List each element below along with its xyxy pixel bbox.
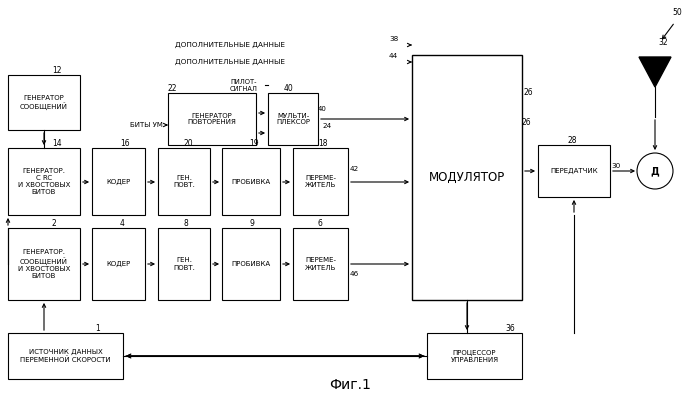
Text: ГЕНЕРАТОР.
С RC
И ХВОСТОВЫХ
БИТОВ: ГЕНЕРАТОР. С RC И ХВОСТОВЫХ БИТОВ <box>17 168 70 195</box>
Text: ГЕНЕРАТОР.
СООБЩЕНИЙ
И ХВОСТОВЫХ
БИТОВ: ГЕНЕРАТОР. СООБЩЕНИЙ И ХВОСТОВЫХ БИТОВ <box>17 249 70 279</box>
Bar <box>222 148 280 215</box>
Text: 16: 16 <box>120 139 129 148</box>
Text: 40: 40 <box>318 106 327 112</box>
Text: 32: 32 <box>658 38 668 47</box>
Text: Фиг.1: Фиг.1 <box>329 378 371 392</box>
Text: ИСТОЧНИК ДАННЫХ
ПЕРЕМЕННОЙ СКОРОСТИ: ИСТОЧНИК ДАННЫХ ПЕРЕМЕННОЙ СКОРОСТИ <box>20 349 111 363</box>
Text: 4: 4 <box>120 219 125 228</box>
Text: 30: 30 <box>611 163 620 169</box>
Text: 9: 9 <box>249 219 254 228</box>
Text: ПИЛОТ-
СИГНАЛ: ПИЛОТ- СИГНАЛ <box>230 79 258 92</box>
Text: ПРОБИВКА: ПРОБИВКА <box>231 179 271 185</box>
Bar <box>538 145 610 197</box>
Text: 6: 6 <box>318 219 323 228</box>
Text: ПЕРЕМЕ-
ЖИТЕЛЬ: ПЕРЕМЕ- ЖИТЕЛЬ <box>305 258 336 270</box>
Text: БИТЫ УМ: БИТЫ УМ <box>130 122 163 128</box>
Text: 12: 12 <box>52 66 62 75</box>
Text: МУЛЬТИ-
ПЛЕКСОР: МУЛЬТИ- ПЛЕКСОР <box>276 112 310 125</box>
Text: КОДЕР: КОДЕР <box>106 178 131 185</box>
Text: 46: 46 <box>350 271 359 277</box>
Text: ДОПОЛНИТЕЛЬНЫЕ ДАННЫЕ: ДОПОЛНИТЕЛЬНЫЕ ДАННЫЕ <box>175 59 285 65</box>
Text: ПРОБИВКА: ПРОБИВКА <box>231 261 271 267</box>
Text: Д: Д <box>651 166 659 176</box>
Bar <box>8 75 80 130</box>
Text: 20: 20 <box>183 139 193 148</box>
Text: 19: 19 <box>249 139 259 148</box>
Circle shape <box>637 153 673 189</box>
Text: 36: 36 <box>505 324 514 333</box>
Text: 2: 2 <box>52 219 57 228</box>
Bar <box>8 148 80 215</box>
Text: 38: 38 <box>389 36 398 42</box>
Bar <box>427 333 522 379</box>
Text: 26: 26 <box>522 118 532 127</box>
Text: 40: 40 <box>284 84 294 93</box>
Text: 26: 26 <box>523 88 533 97</box>
Bar <box>293 148 348 215</box>
Text: ПРОЦЕССОР
УПРАВЛЕНИЯ: ПРОЦЕССОР УПРАВЛЕНИЯ <box>450 349 498 362</box>
Bar <box>8 333 123 379</box>
Text: ДОПОЛНИТЕЛЬНЫЕ ДАННЫЕ: ДОПОЛНИТЕЛЬНЫЕ ДАННЫЕ <box>175 42 285 48</box>
Bar <box>158 148 210 215</box>
Text: 28: 28 <box>568 136 577 145</box>
Bar <box>8 228 80 300</box>
Text: 50: 50 <box>672 8 682 17</box>
Bar <box>92 148 145 215</box>
Text: КОДЕР: КОДЕР <box>106 261 131 267</box>
Text: 22: 22 <box>168 84 178 93</box>
Polygon shape <box>639 57 671 87</box>
Bar <box>293 228 348 300</box>
Bar <box>92 228 145 300</box>
Bar <box>222 228 280 300</box>
Text: МОДУЛЯТОР: МОДУЛЯТОР <box>429 171 505 184</box>
Text: ГЕНЕРАТОР
СООБЩЕНИЙ: ГЕНЕРАТОР СООБЩЕНИЙ <box>20 95 68 110</box>
Text: 1: 1 <box>95 324 100 333</box>
Bar <box>168 93 256 145</box>
Text: ПЕРЕМЕ-
ЖИТЕЛЬ: ПЕРЕМЕ- ЖИТЕЛЬ <box>305 175 336 188</box>
Text: ПЕРЕДАТЧИК: ПЕРЕДАТЧИК <box>550 168 598 174</box>
Text: 8: 8 <box>183 219 188 228</box>
Bar <box>158 228 210 300</box>
Text: ГЕН.
ПОВТ.: ГЕН. ПОВТ. <box>173 258 195 270</box>
Bar <box>268 93 318 145</box>
Text: ГЕН.
ПОВТ.: ГЕН. ПОВТ. <box>173 175 195 188</box>
Text: ГЕНЕРАТОР
ПОВТОРЕНИЯ: ГЕНЕРАТОР ПОВТОРЕНИЯ <box>187 112 236 125</box>
Text: 44: 44 <box>389 53 398 59</box>
Text: 18: 18 <box>318 139 328 148</box>
Text: 42: 42 <box>350 166 359 172</box>
Bar <box>412 55 522 300</box>
Text: 24: 24 <box>322 123 331 129</box>
Text: 14: 14 <box>52 139 62 148</box>
